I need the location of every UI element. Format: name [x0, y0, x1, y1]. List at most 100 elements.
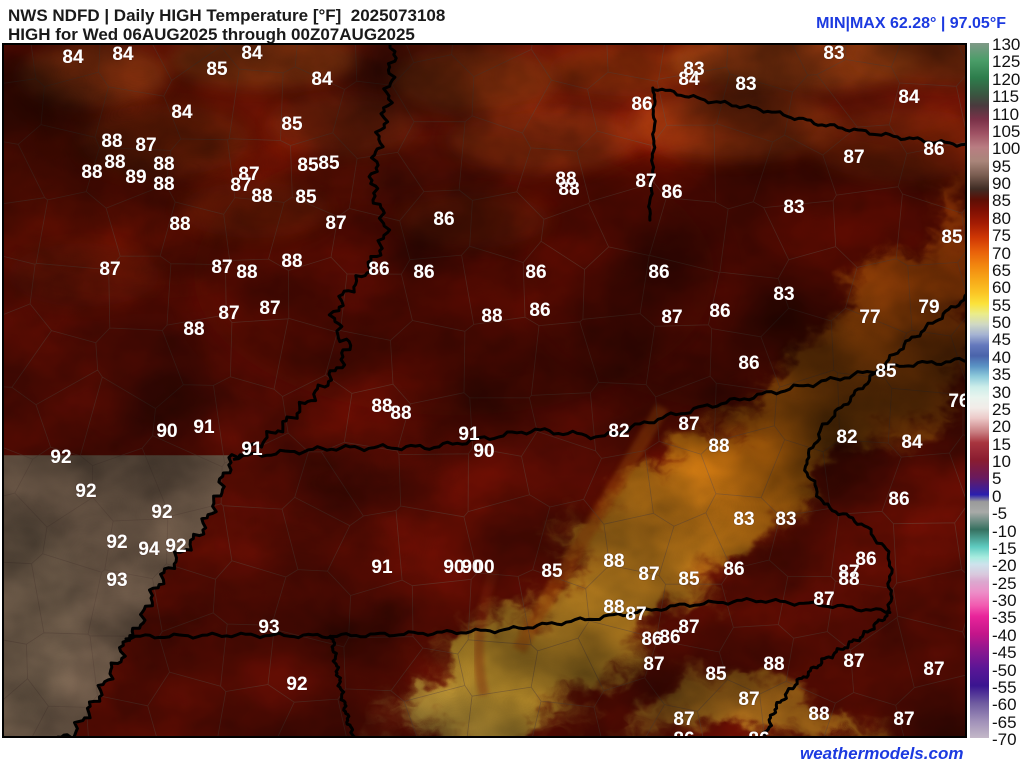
svg-text:88: 88: [104, 152, 125, 173]
svg-text:86: 86: [433, 209, 454, 230]
svg-text:83: 83: [775, 509, 796, 530]
svg-text:88: 88: [281, 251, 302, 272]
svg-text:85: 85: [678, 569, 700, 590]
svg-text:86: 86: [673, 729, 694, 738]
svg-text:85: 85: [206, 59, 228, 80]
svg-text:87: 87: [813, 589, 834, 610]
svg-text:86: 86: [709, 301, 730, 322]
svg-text:87: 87: [259, 298, 280, 319]
svg-text:87: 87: [135, 135, 156, 156]
svg-text:86: 86: [368, 259, 389, 280]
svg-text:88: 88: [183, 319, 204, 340]
svg-text:88: 88: [808, 704, 829, 725]
svg-text:88: 88: [603, 551, 624, 572]
svg-text:79: 79: [918, 297, 939, 318]
svg-text:88: 88: [371, 396, 392, 417]
svg-text:88: 88: [838, 569, 859, 590]
svg-text:88: 88: [251, 186, 272, 207]
svg-text:93: 93: [258, 617, 279, 638]
svg-text:84: 84: [898, 87, 920, 108]
svg-text:87: 87: [661, 307, 682, 328]
svg-text:86: 86: [413, 262, 434, 283]
svg-text:86: 86: [648, 262, 669, 283]
svg-text:82: 82: [836, 427, 857, 448]
svg-text:93: 93: [106, 570, 127, 591]
svg-text:86: 86: [659, 627, 680, 648]
svg-text:87: 87: [211, 257, 232, 278]
svg-text:92: 92: [106, 532, 127, 553]
svg-text:86: 86: [738, 353, 759, 374]
svg-text:87: 87: [218, 303, 239, 324]
svg-text:83: 83: [733, 509, 754, 530]
svg-text:92: 92: [286, 674, 307, 695]
svg-text:86: 86: [661, 182, 682, 203]
svg-text:87: 87: [843, 651, 864, 672]
svg-text:87: 87: [643, 654, 664, 675]
svg-text:85: 85: [297, 155, 319, 176]
svg-text:85: 85: [295, 187, 317, 208]
svg-text:88: 88: [101, 131, 122, 152]
svg-text:87: 87: [625, 604, 646, 625]
svg-text:91: 91: [241, 439, 263, 460]
svg-text:85: 85: [281, 114, 303, 135]
svg-text:88: 88: [81, 162, 102, 183]
svg-text:90: 90: [473, 441, 494, 462]
svg-text:92: 92: [75, 481, 96, 502]
svg-text:92: 92: [50, 447, 71, 468]
svg-text:87: 87: [230, 175, 251, 196]
svg-text:94: 94: [138, 539, 160, 560]
svg-text:88: 88: [169, 214, 190, 235]
svg-text:92: 92: [151, 502, 172, 523]
svg-text:84: 84: [901, 432, 923, 453]
svg-text:00: 00: [473, 557, 494, 578]
svg-text:83: 83: [773, 284, 794, 305]
svg-text:90: 90: [156, 421, 177, 442]
svg-text:77: 77: [859, 307, 880, 328]
svg-text:88: 88: [481, 306, 502, 327]
svg-text:92: 92: [165, 536, 186, 557]
svg-text:84: 84: [171, 102, 193, 123]
svg-text:85: 85: [941, 227, 963, 248]
svg-text:87: 87: [635, 171, 656, 192]
svg-text:86: 86: [748, 729, 769, 738]
svg-text:87: 87: [678, 617, 699, 638]
svg-text:91: 91: [193, 417, 215, 438]
svg-text:87: 87: [738, 689, 759, 710]
svg-text:85: 85: [318, 153, 340, 174]
svg-text:87: 87: [893, 709, 914, 730]
svg-text:88: 88: [153, 154, 174, 175]
svg-text:84: 84: [311, 69, 333, 90]
svg-text:88: 88: [708, 436, 729, 457]
svg-text:87: 87: [673, 709, 694, 730]
svg-text:83: 83: [823, 45, 844, 64]
svg-text:91: 91: [371, 557, 393, 578]
svg-text:86: 86: [529, 300, 550, 321]
svg-text:88: 88: [763, 654, 784, 675]
svg-text:89: 89: [125, 167, 146, 188]
svg-text:86: 86: [888, 489, 909, 510]
svg-text:86: 86: [525, 262, 546, 283]
svg-text:84: 84: [62, 47, 84, 68]
svg-text:87: 87: [325, 213, 346, 234]
svg-text:83: 83: [783, 197, 804, 218]
svg-text:76: 76: [948, 391, 967, 412]
svg-text:83: 83: [683, 59, 704, 80]
svg-text:85: 85: [705, 664, 727, 685]
svg-text:88: 88: [390, 403, 411, 424]
svg-text:87: 87: [678, 414, 699, 435]
svg-text:87: 87: [923, 659, 944, 680]
svg-text:86: 86: [723, 559, 744, 580]
svg-text:88: 88: [555, 169, 576, 190]
svg-text:85: 85: [541, 561, 563, 582]
svg-text:83: 83: [735, 74, 756, 95]
svg-text:82: 82: [608, 421, 629, 442]
svg-text:87: 87: [638, 564, 659, 585]
svg-text:88: 88: [153, 174, 174, 195]
svg-text:84: 84: [112, 45, 134, 65]
svg-text:88: 88: [603, 597, 624, 618]
svg-text:86: 86: [631, 94, 652, 115]
svg-text:87: 87: [843, 147, 864, 168]
svg-text:85: 85: [875, 361, 897, 382]
svg-text:86: 86: [923, 139, 944, 160]
svg-text:84: 84: [241, 45, 263, 64]
